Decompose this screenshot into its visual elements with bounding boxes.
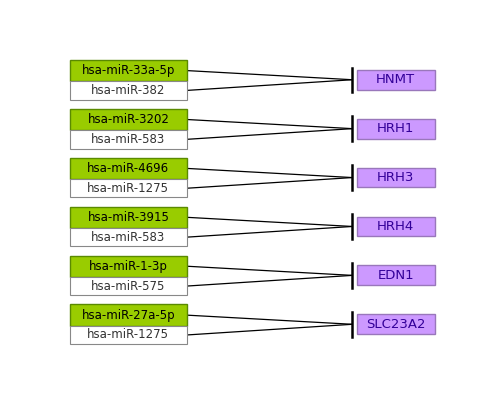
FancyBboxPatch shape <box>70 256 186 277</box>
Text: hsa-miR-3915: hsa-miR-3915 <box>88 211 170 224</box>
Text: hsa-miR-1275: hsa-miR-1275 <box>88 182 170 195</box>
FancyBboxPatch shape <box>357 216 434 236</box>
Text: hsa-miR-583: hsa-miR-583 <box>91 231 166 244</box>
Text: SLC23A2: SLC23A2 <box>366 318 426 331</box>
FancyBboxPatch shape <box>70 277 186 295</box>
Text: HNMT: HNMT <box>376 73 416 86</box>
Text: EDN1: EDN1 <box>378 269 414 282</box>
FancyBboxPatch shape <box>70 81 186 100</box>
Text: hsa-miR-1-3p: hsa-miR-1-3p <box>89 260 168 273</box>
FancyBboxPatch shape <box>70 130 186 148</box>
FancyBboxPatch shape <box>357 70 434 90</box>
Text: hsa-miR-575: hsa-miR-575 <box>91 279 166 293</box>
FancyBboxPatch shape <box>70 304 186 326</box>
FancyBboxPatch shape <box>70 60 186 81</box>
FancyBboxPatch shape <box>70 179 186 197</box>
Text: hsa-miR-33a-5p: hsa-miR-33a-5p <box>82 64 175 77</box>
FancyBboxPatch shape <box>357 266 434 285</box>
Text: hsa-miR-1275: hsa-miR-1275 <box>88 328 170 341</box>
FancyBboxPatch shape <box>357 314 434 334</box>
Text: HRH1: HRH1 <box>377 122 414 135</box>
FancyBboxPatch shape <box>70 206 186 228</box>
Text: hsa-miR-382: hsa-miR-382 <box>91 84 166 97</box>
Text: hsa-miR-4696: hsa-miR-4696 <box>88 162 170 175</box>
Text: hsa-miR-583: hsa-miR-583 <box>91 133 166 146</box>
Text: HRH3: HRH3 <box>377 171 414 184</box>
FancyBboxPatch shape <box>357 119 434 139</box>
FancyBboxPatch shape <box>70 326 186 344</box>
FancyBboxPatch shape <box>70 228 186 246</box>
Text: HRH4: HRH4 <box>377 220 414 233</box>
FancyBboxPatch shape <box>70 158 186 179</box>
Text: hsa-miR-27a-5p: hsa-miR-27a-5p <box>82 308 175 322</box>
FancyBboxPatch shape <box>70 109 186 130</box>
Text: hsa-miR-3202: hsa-miR-3202 <box>88 113 170 126</box>
FancyBboxPatch shape <box>357 168 434 187</box>
